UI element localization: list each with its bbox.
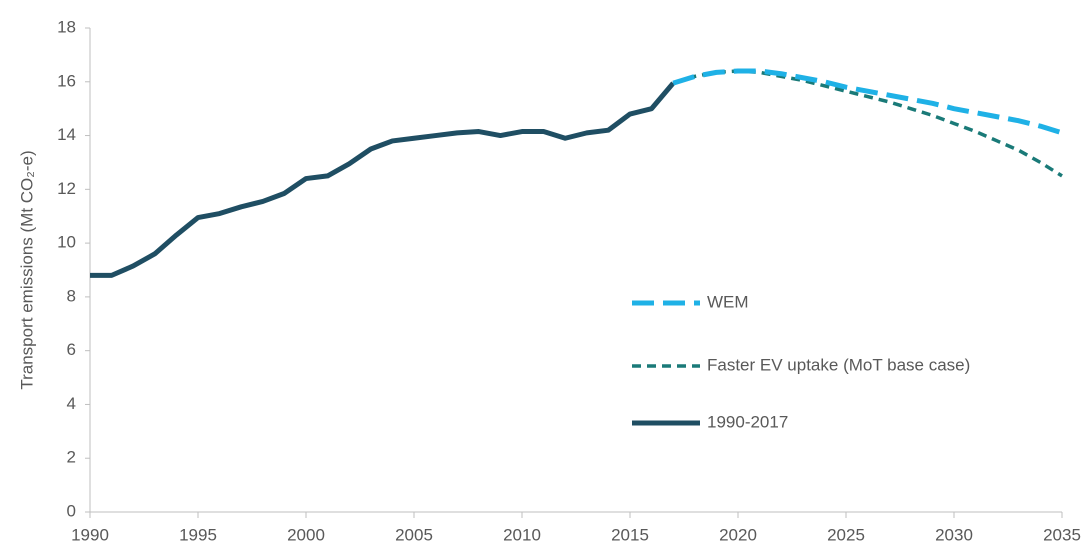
x-tick-label: 2035 — [1043, 525, 1081, 544]
x-tick-label: 2000 — [287, 525, 325, 544]
legend-label: 1990-2017 — [707, 412, 788, 431]
y-axis-label: Transport emissions (Mt CO₂-e) — [17, 150, 36, 389]
legend-label: Faster EV uptake (MoT base case) — [707, 355, 970, 374]
y-tick-label: 4 — [67, 394, 76, 413]
y-tick-label: 6 — [67, 340, 76, 359]
series-line — [672, 69, 1063, 178]
y-tick-label: 18 — [57, 17, 76, 36]
x-tick-label: 2015 — [611, 525, 649, 544]
x-tick-label: 2030 — [935, 525, 973, 544]
x-tick-label: 2020 — [719, 525, 757, 544]
y-tick-label: 10 — [57, 233, 76, 252]
x-tick-label: 2010 — [503, 525, 541, 544]
series-line — [90, 81, 676, 278]
x-tick-label: 2005 — [395, 525, 433, 544]
x-tick-label: 2025 — [827, 525, 865, 544]
x-tick-label: 1995 — [179, 525, 217, 544]
x-tick-label: 1990 — [71, 525, 109, 544]
y-tick-label: 2 — [67, 448, 76, 467]
y-tick-label: 12 — [57, 179, 76, 198]
legend-label: WEM — [707, 292, 749, 311]
series-line — [672, 68, 1063, 136]
y-tick-label: 8 — [67, 286, 76, 305]
y-tick-label: 16 — [57, 71, 76, 90]
y-tick-label: 14 — [57, 125, 76, 144]
y-tick-label: 0 — [67, 501, 76, 520]
